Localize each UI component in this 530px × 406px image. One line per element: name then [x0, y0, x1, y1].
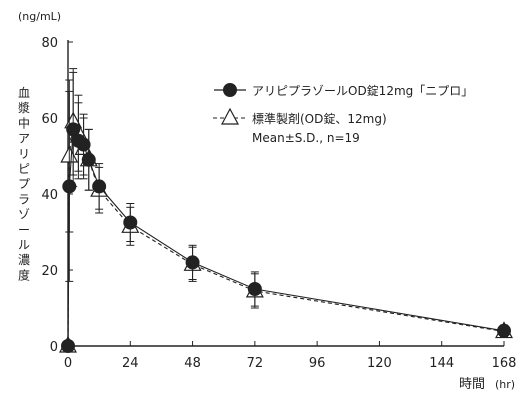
x-tick-label: 168 [492, 356, 517, 371]
series-1 [61, 71, 511, 353]
x-tick-label: 72 [247, 356, 264, 371]
y-axis-unit: (ng/mL) [18, 10, 61, 23]
legend-note: Mean±S.D., n=19 [252, 131, 360, 145]
y-tick-label: 60 [41, 112, 58, 127]
legend-label-1: アリピプラゾールOD錠12mg「ニプロ」 [252, 83, 473, 98]
x-tick-label: 96 [309, 356, 326, 371]
data-point [123, 215, 138, 230]
data-point [92, 179, 107, 194]
data-point [247, 282, 262, 296]
data-point [76, 137, 91, 152]
y-tick-label: 80 [41, 36, 58, 51]
y-tick-label: 20 [41, 264, 58, 279]
series-layer [59, 68, 513, 353]
data-point [61, 339, 75, 353]
data-point [185, 255, 200, 270]
x-tick-label: 144 [429, 356, 454, 371]
x-tick-label: 48 [184, 356, 201, 371]
x-axis-label: 時間 [459, 377, 485, 392]
x-tick-label: 24 [122, 356, 139, 371]
data-point [62, 179, 77, 194]
series-line [67, 119, 505, 347]
data-point [81, 152, 96, 167]
legend: アリピプラゾールOD錠12mg「ニプロ」標準製剤(OD錠、12mg) Mean±S… [213, 83, 473, 145]
axes: 0 20 40 60 80 0 24 48 72 96 120 144 168 [41, 36, 516, 371]
data-point [497, 323, 511, 338]
y-axis-label: 血漿中アリピプラゾール濃度 [18, 86, 30, 282]
y-tick-label: 0 [50, 340, 58, 355]
data-point [66, 122, 81, 137]
x-tick-label: 0 [64, 356, 72, 371]
legend-label-2: 標準製剤(OD錠、12mg) [252, 111, 387, 126]
x-tick-label: 120 [367, 356, 392, 371]
legend-marker-2 [221, 107, 239, 125]
series-line [67, 129, 505, 347]
y-tick-label: 40 [41, 188, 58, 203]
legend-marker-1 [223, 83, 237, 97]
x-axis-unit: (hr) [495, 378, 515, 391]
